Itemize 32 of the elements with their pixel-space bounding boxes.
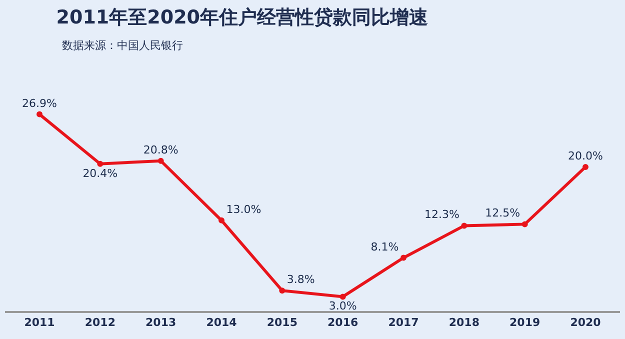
x-tick-label: 2013 [146, 316, 176, 329]
x-tick-label: 2020 [570, 316, 602, 329]
data-label: 8.1% [370, 240, 399, 254]
x-tick-label: 2012 [84, 316, 116, 329]
x-tick-label: 2018 [448, 316, 480, 329]
chart-title: 2011年至2020年住户经营性贷款同比增速 [56, 6, 428, 28]
point [279, 288, 286, 294]
point [340, 294, 346, 300]
point [97, 160, 104, 167]
data-label: 13.0% [226, 202, 262, 216]
point [582, 164, 588, 170]
x-tick-label: 2017 [388, 316, 419, 329]
data-label: 20.8% [143, 143, 178, 156]
x-tick-label: 2019 [510, 316, 540, 329]
point [461, 222, 468, 229]
chart-subtitle: 数据来源：中国人民银行 [62, 39, 183, 52]
x-tick-label: 2015 [266, 316, 298, 329]
data-label: 26.9% [22, 96, 57, 110]
data-label: 3.0% [328, 300, 357, 313]
data-label: 12.3% [424, 208, 460, 222]
point [158, 158, 164, 164]
data-label: 3.8% [286, 273, 315, 286]
point [36, 111, 42, 118]
x-tick-label: 2016 [328, 316, 358, 329]
x-tick-label: 2014 [206, 316, 238, 329]
data-label: 20.0% [568, 149, 603, 162]
data-label: 12.5% [485, 206, 520, 220]
point [218, 217, 224, 224]
point [522, 221, 528, 228]
point [400, 254, 406, 261]
x-tick-label: 2011 [24, 316, 55, 329]
data-label: 20.4% [82, 166, 118, 180]
